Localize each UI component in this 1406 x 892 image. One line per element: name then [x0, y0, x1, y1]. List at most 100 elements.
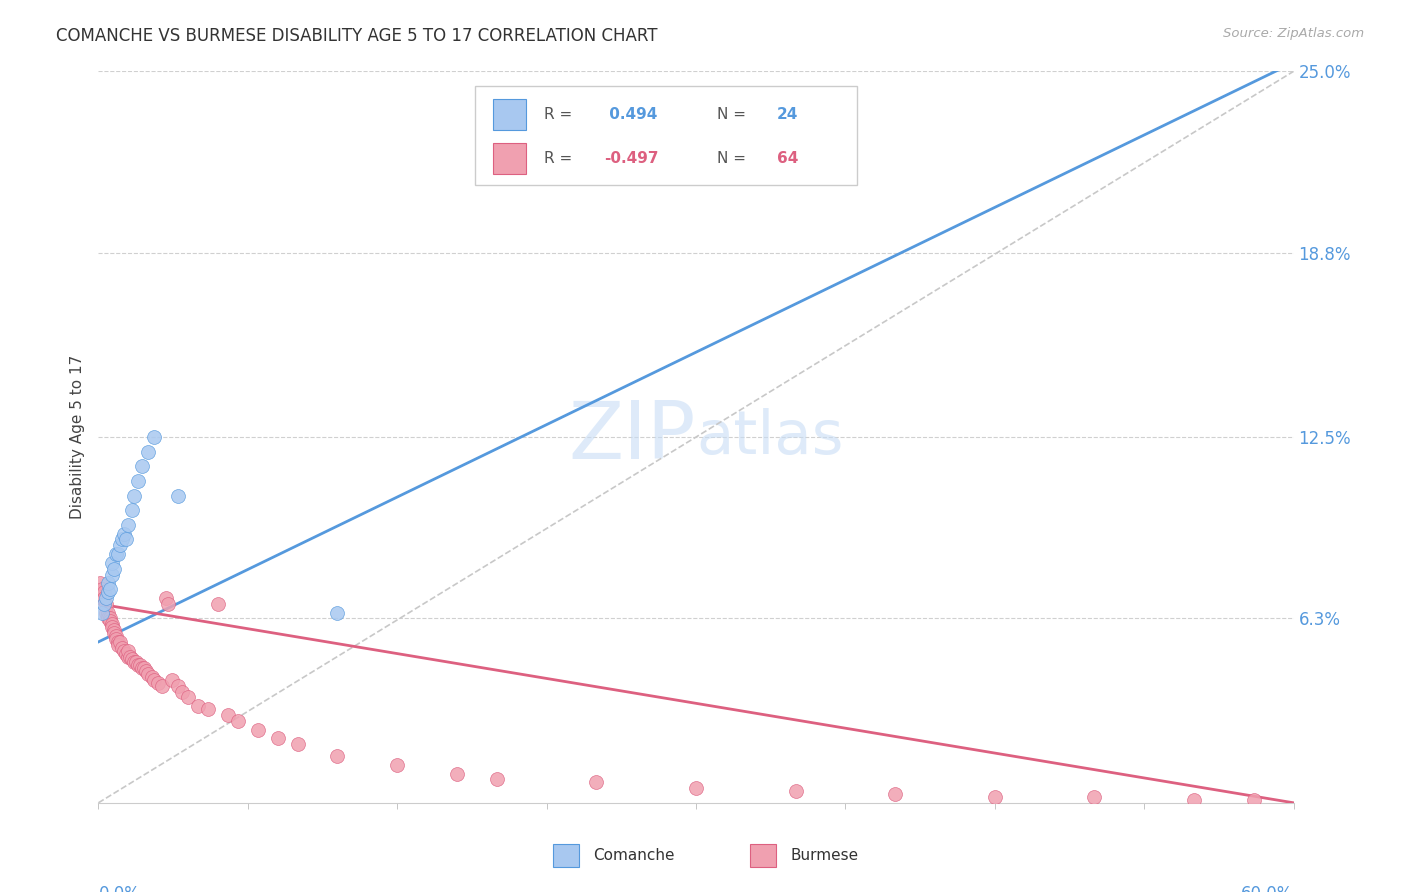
Point: [172, 684, 194, 698]
Point: [127, 474, 149, 488]
Point: [103, 623, 125, 637]
Point: [115, 647, 138, 661]
Point: [157, 597, 180, 611]
Text: 60.0%: 60.0%: [1241, 885, 1294, 892]
Point: [446, 766, 468, 780]
Point: [111, 533, 134, 547]
Point: [91, 582, 114, 597]
Point: [89, 576, 111, 591]
Point: [167, 489, 190, 503]
Point: [150, 679, 173, 693]
Point: [103, 562, 125, 576]
Point: [127, 658, 149, 673]
Point: [167, 679, 190, 693]
FancyBboxPatch shape: [749, 844, 776, 867]
Point: [98, 611, 122, 625]
Point: [101, 617, 124, 632]
Point: [385, 757, 409, 772]
Point: [1243, 793, 1265, 807]
FancyBboxPatch shape: [475, 86, 858, 185]
Point: [246, 723, 269, 737]
Point: [155, 591, 177, 605]
Point: [129, 658, 152, 673]
Point: [97, 576, 120, 591]
Text: atlas: atlas: [696, 408, 844, 467]
Point: [98, 582, 122, 597]
Point: [105, 632, 128, 646]
Point: [93, 597, 115, 611]
Point: [91, 606, 114, 620]
Point: [131, 459, 153, 474]
Point: [117, 643, 139, 657]
Point: [585, 775, 607, 789]
Point: [197, 702, 219, 716]
Point: [117, 649, 139, 664]
Point: [884, 787, 907, 801]
Point: [984, 789, 1007, 804]
Point: [685, 781, 707, 796]
Point: [485, 772, 508, 787]
Text: N =: N =: [717, 107, 747, 122]
Text: 24: 24: [778, 107, 799, 122]
Point: [101, 620, 124, 634]
Point: [136, 444, 159, 458]
Point: [107, 635, 129, 649]
Point: [326, 749, 349, 764]
Text: R =: R =: [544, 107, 572, 122]
Point: [143, 673, 166, 687]
Text: COMANCHE VS BURMESE DISABILITY AGE 5 TO 17 CORRELATION CHART: COMANCHE VS BURMESE DISABILITY AGE 5 TO …: [56, 27, 658, 45]
Point: [93, 591, 115, 605]
Point: [143, 430, 166, 444]
Point: [115, 533, 138, 547]
Text: -0.497: -0.497: [605, 151, 658, 166]
Text: Source: ZipAtlas.com: Source: ZipAtlas.com: [1223, 27, 1364, 40]
Point: [93, 585, 115, 599]
FancyBboxPatch shape: [553, 844, 579, 867]
Text: ZIP: ZIP: [568, 398, 696, 476]
Point: [97, 611, 120, 625]
Point: [112, 526, 135, 541]
Point: [136, 667, 159, 681]
Point: [267, 731, 290, 746]
Point: [112, 643, 135, 657]
Point: [117, 517, 139, 532]
Point: [107, 638, 129, 652]
Point: [98, 615, 122, 629]
Point: [326, 606, 349, 620]
Point: [148, 676, 170, 690]
Point: [97, 585, 120, 599]
Point: [124, 656, 146, 670]
Point: [141, 670, 163, 684]
Text: Burmese: Burmese: [790, 848, 859, 863]
Point: [105, 547, 128, 561]
FancyBboxPatch shape: [494, 99, 526, 130]
Point: [187, 699, 209, 714]
Point: [160, 673, 183, 687]
Point: [134, 661, 156, 675]
Point: [101, 556, 124, 570]
Point: [103, 626, 125, 640]
Point: [121, 652, 143, 666]
Point: [1083, 789, 1105, 804]
Point: [124, 489, 146, 503]
Point: [135, 664, 157, 678]
Y-axis label: Disability Age 5 to 17: Disability Age 5 to 17: [70, 355, 86, 519]
Point: [125, 656, 148, 670]
Point: [110, 635, 132, 649]
Point: [1182, 793, 1205, 807]
Text: N =: N =: [717, 151, 747, 166]
Point: [96, 597, 118, 611]
Point: [111, 640, 134, 655]
Point: [101, 567, 124, 582]
Point: [107, 547, 129, 561]
Point: [120, 649, 142, 664]
Text: Comanche: Comanche: [593, 848, 675, 863]
Point: [96, 591, 118, 605]
Point: [110, 538, 132, 552]
Point: [96, 606, 118, 620]
Point: [121, 503, 143, 517]
Text: 0.0%: 0.0%: [98, 885, 141, 892]
Text: R =: R =: [544, 151, 572, 166]
Text: 64: 64: [778, 151, 799, 166]
Point: [97, 606, 120, 620]
